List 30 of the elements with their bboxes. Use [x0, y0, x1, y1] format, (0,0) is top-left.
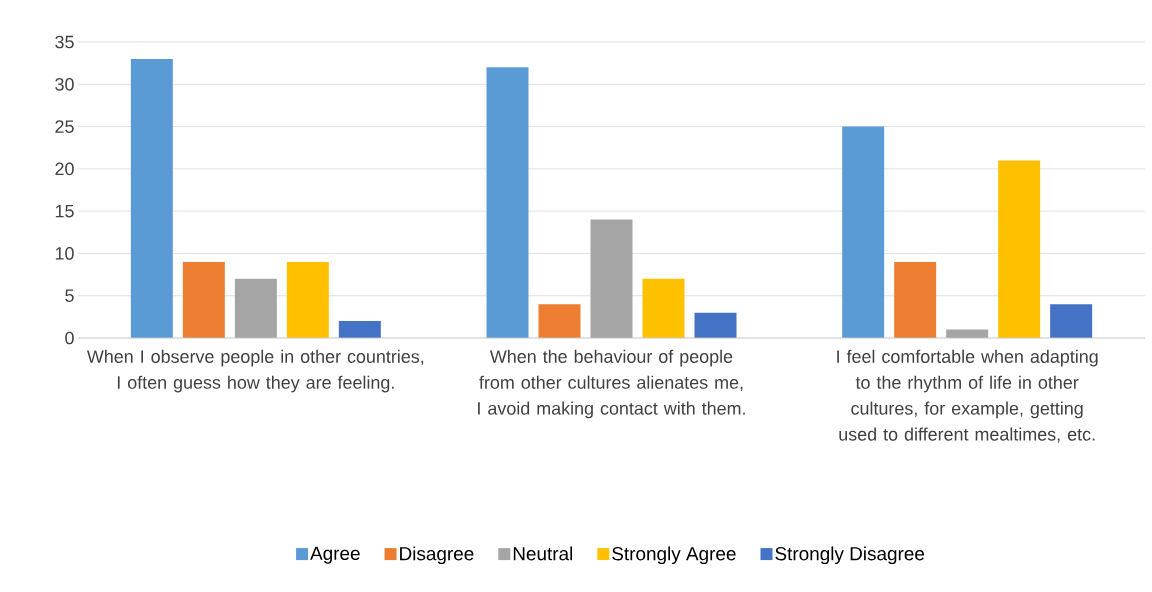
bar: [338, 321, 381, 338]
x-tick-label: When the behaviour of people from other cultures alienates me, I avoid making contact with them.: [478, 349, 745, 419]
bar: [842, 126, 885, 338]
legend-label: Neutral: [513, 546, 573, 561]
bar: [286, 261, 329, 338]
bar: [694, 312, 737, 338]
y-tick-label: 15: [55, 204, 74, 218]
legend-label: Agree: [310, 546, 360, 564]
x-tick-label: When I observe people in other countries, I often guess how they are feeling.: [86, 349, 424, 393]
y-tick-label: 0: [65, 331, 74, 345]
bar: [998, 160, 1041, 338]
bar: [642, 278, 685, 338]
bar: [234, 278, 277, 338]
bar: [182, 261, 225, 338]
bar: [486, 67, 529, 338]
y-tick-label: 20: [55, 162, 74, 176]
bar: [538, 304, 581, 338]
y-tick-label: 30: [55, 77, 74, 91]
y-tick-label: 10: [55, 247, 74, 260]
bar: [130, 58, 173, 338]
y-tick-label: 5: [65, 289, 74, 302]
legend-label: Strongly Agree: [612, 546, 736, 565]
y-tick-label: 35: [55, 35, 74, 49]
bar: [894, 261, 937, 338]
y-tick-label: 25: [55, 120, 74, 133]
x-tick-label: I feel comfortable when adapting to the rhythm of life in other cultures, for example, getting used to different mealtimes, etc.: [837, 349, 1098, 443]
bar: [590, 219, 633, 338]
bar: [1050, 304, 1093, 338]
legend-label: Strongly Disagree: [775, 546, 925, 565]
legend-label: Disagree: [400, 546, 474, 565]
